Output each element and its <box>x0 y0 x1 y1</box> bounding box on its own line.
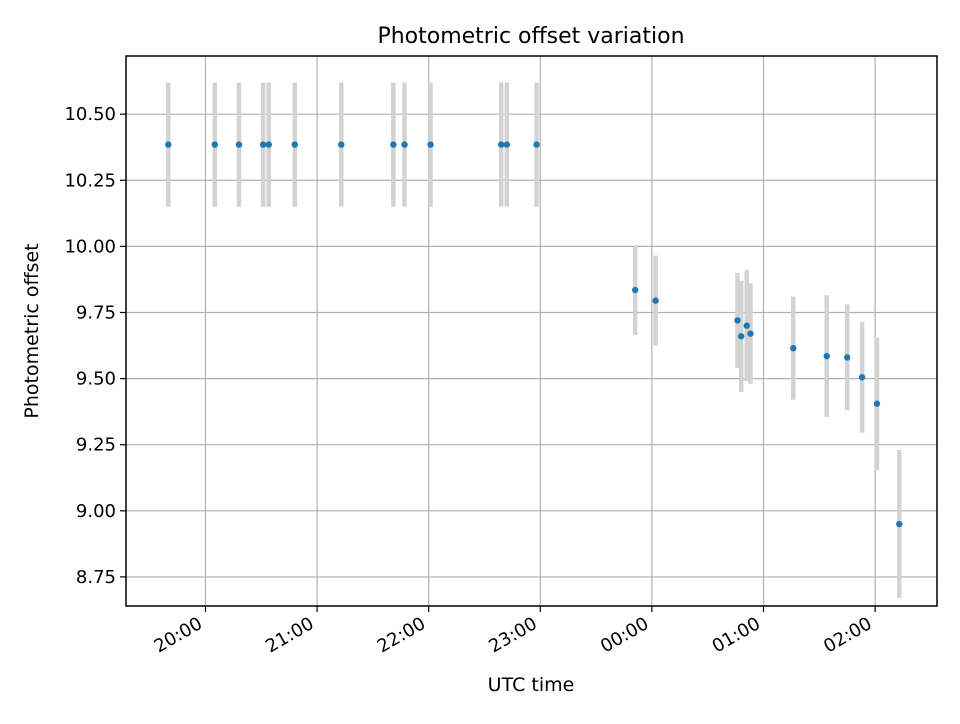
y-tick-label: 8.75 <box>76 567 116 588</box>
data-point <box>734 317 741 324</box>
y-tick-label: 9.25 <box>76 435 116 456</box>
data-point <box>338 141 345 148</box>
plot-frame <box>125 55 938 607</box>
error-bars <box>166 82 902 599</box>
data-point <box>631 286 639 294</box>
y-tick-label: 9.75 <box>76 302 116 323</box>
data-point <box>498 141 505 148</box>
data-point <box>652 297 659 304</box>
data-point <box>165 141 172 148</box>
data-point <box>235 141 243 148</box>
x-axis: 20:00 21:00 22:00 23:00 00:00 01:00 02:00 <box>151 606 876 657</box>
x-tick-label: 02:00 <box>820 613 875 657</box>
x-tick-label: 21:00 <box>262 613 317 657</box>
y-axis-label: Photometric offset <box>21 243 43 418</box>
data-point <box>265 141 272 148</box>
y-tick-label: 10.00 <box>64 236 116 257</box>
x-axis-label: UTC time <box>488 674 575 696</box>
data-point <box>896 520 903 528</box>
x-tick-label: 23:00 <box>485 613 540 657</box>
chart-title: Photometric offset variation <box>377 24 684 49</box>
data-point <box>503 141 511 148</box>
data-point <box>211 141 218 148</box>
data-point <box>747 330 754 337</box>
y-tick-label: 10.50 <box>64 104 116 125</box>
x-tick-label: 20:00 <box>151 613 206 657</box>
x-tick-label: 01:00 <box>709 613 764 657</box>
x-tick-label: 00:00 <box>597 613 652 657</box>
data-point <box>291 141 298 148</box>
data-point <box>737 333 745 340</box>
y-axis: 8.75 9.00 9.25 9.50 9.75 10.00 10.25 10.50 <box>64 104 126 588</box>
data-point <box>401 141 408 148</box>
data-points <box>165 141 903 528</box>
data-point <box>259 141 267 148</box>
data-point <box>790 344 797 352</box>
grid-lines <box>126 56 937 606</box>
data-point <box>823 352 830 360</box>
y-tick-label: 9.50 <box>76 369 116 390</box>
x-tick-label: 22:00 <box>374 613 429 657</box>
y-tick-label: 9.00 <box>76 501 116 522</box>
data-point <box>427 141 434 148</box>
data-point <box>844 354 851 361</box>
data-point <box>858 374 866 381</box>
y-tick-label: 10.25 <box>64 170 116 191</box>
data-point <box>743 322 750 329</box>
data-point <box>533 141 540 148</box>
data-point <box>390 141 397 148</box>
data-point <box>873 400 881 407</box>
